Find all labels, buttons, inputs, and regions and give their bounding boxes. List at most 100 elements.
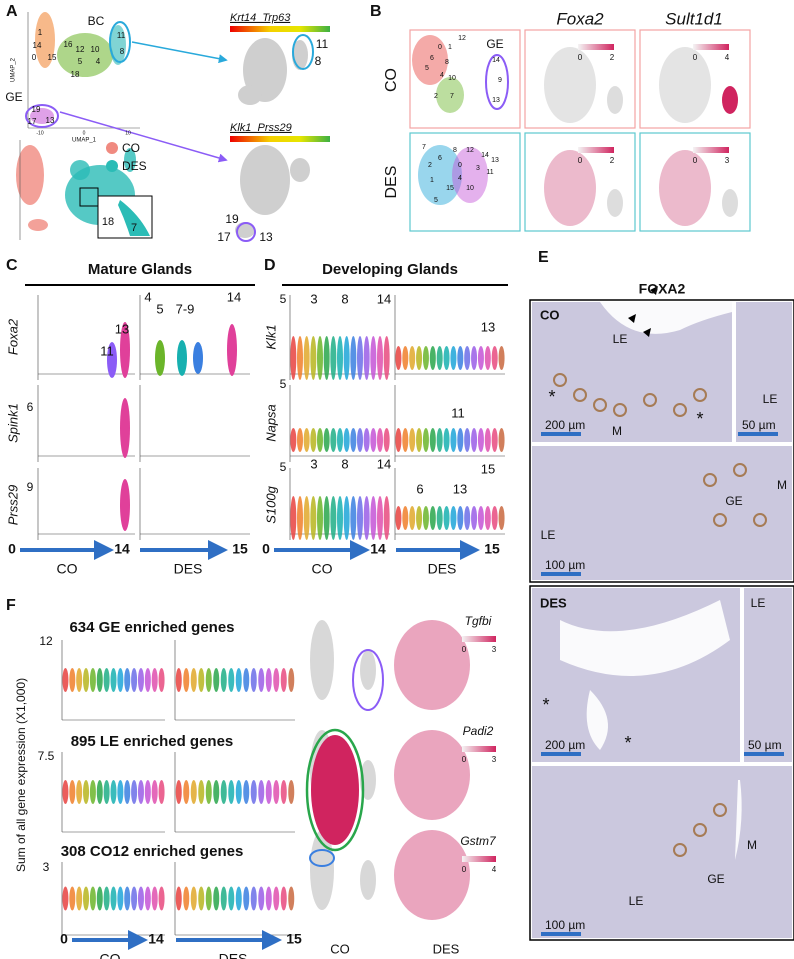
violin <box>477 428 484 452</box>
violin <box>62 886 69 911</box>
scale-bar <box>744 752 784 756</box>
violin <box>131 886 138 911</box>
violin <box>280 886 287 911</box>
d-genes-2: S100g <box>263 485 278 523</box>
violin <box>183 780 190 804</box>
colorbar <box>578 147 614 153</box>
scale-bar <box>541 432 581 436</box>
colorbar <box>230 136 330 142</box>
violin <box>429 506 436 530</box>
arrowhead <box>643 328 651 337</box>
violin <box>220 780 227 804</box>
gland <box>673 403 687 417</box>
violin <box>190 780 197 804</box>
gland <box>553 373 567 387</box>
f-axis-co-end: 14 <box>148 931 164 947</box>
d-labels-6: 8 <box>341 456 348 471</box>
a-ge: GE <box>5 90 22 104</box>
violin <box>213 886 220 911</box>
expression-cloud <box>722 189 738 217</box>
panel-box <box>409 132 521 232</box>
e-title: FOXA2 <box>639 281 686 297</box>
d-genes-0: Klk1 <box>263 324 278 349</box>
f-colorbars-2-1: 4 <box>492 865 497 874</box>
violin <box>250 780 257 804</box>
violin <box>450 506 457 530</box>
violin <box>258 668 265 692</box>
violin <box>110 668 117 692</box>
violin <box>416 506 423 530</box>
violin <box>303 336 310 380</box>
violin <box>131 668 138 692</box>
violin <box>471 428 478 452</box>
f-columns-0: CO <box>330 941 350 956</box>
violin <box>205 886 212 911</box>
b-des-clusters-11: 15 <box>446 185 454 192</box>
f-axis-des: DES <box>219 951 248 959</box>
expression-cloud <box>544 47 596 123</box>
a-clusters-12: 19 <box>32 105 41 114</box>
violin <box>144 668 151 692</box>
e-des-labels-4: GE <box>707 872 724 886</box>
umap-cluster <box>35 12 55 68</box>
violin <box>310 336 317 380</box>
b-des-clusters-10: 1 <box>430 177 434 184</box>
violin <box>350 496 357 540</box>
gland <box>693 823 707 837</box>
violin <box>89 668 96 692</box>
violin <box>69 886 76 911</box>
colorbar <box>693 44 729 50</box>
violin <box>484 346 491 370</box>
a-inset-1: 7 <box>131 222 137 234</box>
violin <box>343 428 350 452</box>
a-clusters-10: 8 <box>120 47 125 56</box>
gland <box>613 403 627 417</box>
gland <box>703 473 717 487</box>
a-gene2-clusters-1: 17 <box>217 230 231 244</box>
b-colorbars-0-1: 2 <box>610 53 615 62</box>
violin <box>213 668 220 692</box>
violin <box>131 780 138 804</box>
b-co-clusters-9: 7 <box>450 93 454 100</box>
violin <box>457 428 464 452</box>
violin <box>250 668 257 692</box>
violin <box>183 668 190 692</box>
d-axis-co: CO <box>312 561 333 577</box>
arrowhead <box>628 314 636 323</box>
d-labels-3: 13 <box>481 319 495 334</box>
highlight <box>485 54 509 110</box>
umap-cells <box>16 145 44 205</box>
arrowhead <box>650 286 658 295</box>
violin <box>265 668 272 692</box>
violin <box>498 428 505 452</box>
e-co-scales-1: 50 µm <box>742 418 776 432</box>
violin <box>288 780 295 804</box>
violin <box>337 496 343 540</box>
b-co-clusters-4: 5 <box>425 65 429 72</box>
lumen <box>586 690 608 750</box>
violin <box>190 886 197 911</box>
violin <box>416 428 423 452</box>
f-titles-1: 895 LE enriched genes <box>71 733 234 750</box>
highlight <box>236 222 256 242</box>
arrow <box>131 41 228 64</box>
c-axis-start: 0 <box>8 541 16 557</box>
violin <box>498 346 505 370</box>
violin <box>198 886 205 911</box>
violin <box>297 336 303 380</box>
d-axis-des: DES <box>428 561 457 577</box>
a-clusters-14: 13 <box>46 116 55 125</box>
violin <box>96 780 103 804</box>
f-genes-0: Tgfbi <box>465 614 492 628</box>
d-labels-9: 13 <box>453 481 467 496</box>
d-ticks-2: 5 <box>280 460 287 474</box>
violin <box>443 428 450 452</box>
violin <box>110 886 117 911</box>
violin <box>265 886 272 911</box>
gland <box>733 463 747 477</box>
violin <box>213 780 220 804</box>
e-co-labels-1: M <box>612 424 622 438</box>
violin <box>158 668 165 692</box>
umap-gray <box>290 158 310 182</box>
d-labels-7: 14 <box>377 456 391 471</box>
